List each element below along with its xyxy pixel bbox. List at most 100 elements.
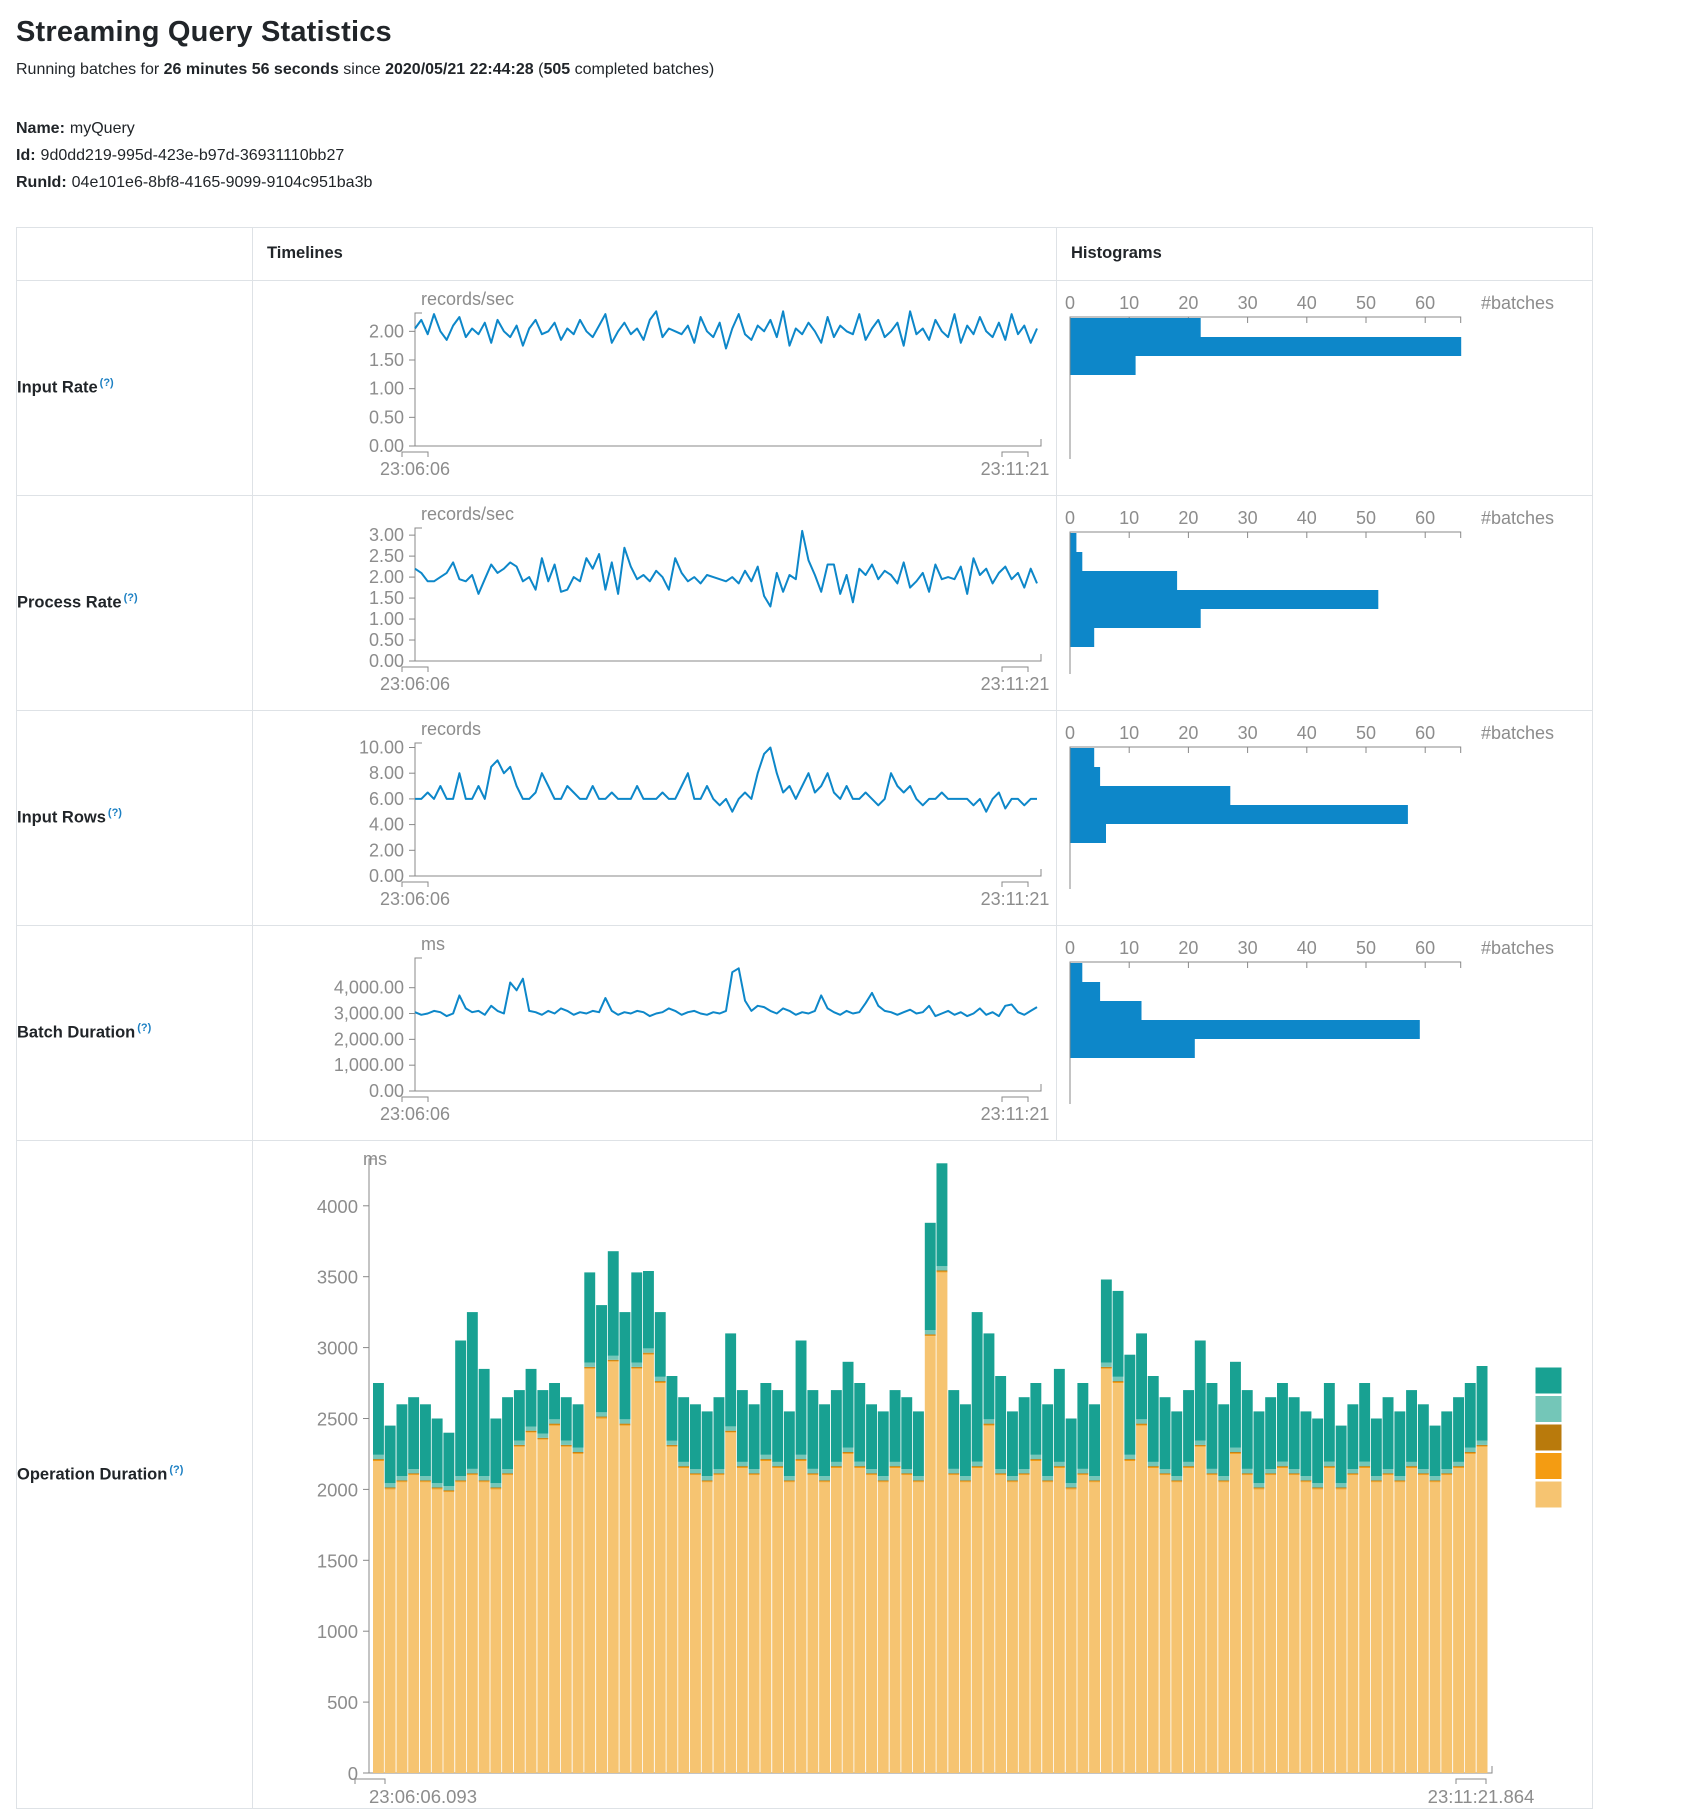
svg-text:10: 10 [1119, 293, 1139, 313]
batch-duration-histogram-chart: 0 10 20 30 40 50 60 #batches [1065, 938, 1554, 1105]
svg-text:30: 30 [1238, 293, 1258, 313]
svg-text:20: 20 [1178, 938, 1198, 958]
svg-text:10: 10 [1119, 508, 1139, 528]
input-rows-row: Input Rows (?) records 10.00 8.00 6.00 4.00 2.… [16, 709, 1593, 926]
svg-text:0.50: 0.50 [369, 407, 404, 427]
svg-text:1.00: 1.00 [369, 379, 404, 399]
running-batches-summary: Running batches for 26 minutes 56 second… [16, 61, 1693, 79]
svg-text:60: 60 [1415, 938, 1435, 958]
batch-duration-help-icon[interactable]: (?) [137, 1022, 152, 1035]
svg-text:3.00: 3.00 [369, 525, 404, 545]
svg-text:60: 60 [1415, 293, 1435, 313]
svg-text:23:11:21: 23:11:21 [981, 459, 1050, 479]
svg-text:#batches: #batches [1481, 508, 1554, 528]
timelines-column-header: Timelines [252, 226, 1057, 281]
svg-text:0.00: 0.00 [369, 866, 404, 886]
svg-text:40: 40 [1297, 508, 1317, 528]
svg-text:30: 30 [1238, 938, 1258, 958]
batch-duration-timeline-chart: ms 4,000.00 3,000.00 2,000.00 1,000.00 0.00 23… [334, 934, 1049, 1124]
svg-text:4,000.00: 4,000.00 [334, 978, 404, 998]
svg-text:2.00: 2.00 [369, 840, 404, 860]
svg-text:23:06:06: 23:06:06 [380, 674, 450, 694]
operation-duration-help-icon[interactable]: (?) [169, 1463, 184, 1476]
svg-text:2.00: 2.00 [369, 321, 404, 341]
svg-text:1000: 1000 [317, 1621, 358, 1642]
completed-batches-count: 505 [543, 61, 571, 78]
input-rate-label: Input Rate [17, 378, 98, 397]
empty-header-cell [16, 226, 253, 281]
svg-text:4.00: 4.00 [369, 815, 404, 835]
svg-text:0: 0 [348, 1763, 358, 1784]
summary-since: since [338, 61, 386, 78]
running-duration: 26 minutes 56 seconds [163, 61, 339, 78]
svg-text:0: 0 [1065, 508, 1075, 528]
svg-text:2500: 2500 [317, 1409, 358, 1430]
batch-duration-label: Batch Duration [17, 1023, 136, 1042]
svg-text:0.00: 0.00 [369, 436, 404, 456]
runid-label: RunId: [16, 174, 67, 192]
query-name-line: Name: myQuery [16, 115, 1693, 142]
svg-text:23:06:06: 23:06:06 [380, 889, 450, 909]
svg-text:3000: 3000 [317, 1338, 358, 1359]
input-rate-help-icon[interactable]: (?) [99, 377, 114, 390]
page-title: Streaming Query Statistics [16, 16, 392, 48]
table-header-row: Timelines Histograms [16, 226, 1593, 281]
process-rate-help-icon[interactable]: (?) [123, 592, 138, 605]
svg-text:1.50: 1.50 [369, 350, 404, 370]
svg-text:3,000.00: 3,000.00 [334, 1004, 404, 1024]
svg-text:4000: 4000 [317, 1196, 358, 1217]
svg-text:#batches: #batches [1481, 723, 1554, 743]
svg-text:10.00: 10.00 [359, 738, 404, 758]
input-rows-histogram-cell: 0 10 20 30 40 50 60 #batches [1056, 709, 1593, 926]
operation-duration-chart-cell: ms 4000 3500 3000 2500 2000 1500 1000 500 0 23:06:… [252, 1139, 1593, 1809]
operation-duration-row: Operation Duration (?) ms 4000 3500 3000 2500… [16, 1139, 1593, 1809]
input-rows-label: Input Rows [17, 808, 106, 827]
process-rate-label-cell: Process Rate (?) [16, 494, 253, 711]
process-rate-row: Process Rate (?) records/sec 3.00 2.50 2.00 1… [16, 494, 1593, 711]
svg-text:0: 0 [1065, 938, 1075, 958]
input-rows-label-cell: Input Rows (?) [16, 709, 253, 926]
svg-text:20: 20 [1178, 508, 1198, 528]
svg-text:0.00: 0.00 [369, 651, 404, 671]
svg-text:23:06:06: 23:06:06 [380, 1104, 450, 1124]
svg-text:2.00: 2.00 [369, 567, 404, 587]
query-id-line: Id: 9d0dd219-995d-423e-b97d-36931110bb27 [16, 142, 1693, 169]
input-rate-histogram-chart: 0 10 20 30 40 50 60 #batches [1065, 293, 1554, 460]
histograms-column-header: Histograms [1056, 226, 1593, 281]
start-timestamp: 2020/05/21 22:44:28 [385, 61, 534, 78]
svg-text:60: 60 [1415, 723, 1435, 743]
runid-value: 04e101e6-8bf8-4165-9099-9104c951ba3b [71, 174, 373, 192]
batch-duration-timeline-cell: ms 4,000.00 3,000.00 2,000.00 1,000.00 0.00 23… [252, 924, 1057, 1141]
svg-text:30: 30 [1238, 508, 1258, 528]
svg-text:3500: 3500 [317, 1267, 358, 1288]
input-rows-help-icon[interactable]: (?) [107, 807, 122, 820]
svg-text:23:06:06.093: 23:06:06.093 [369, 1786, 477, 1807]
operation-duration-stacked-chart: ms4000350030002500200015001000500023:06:… [317, 1149, 1563, 1807]
input-rate-timeline-cell: records/sec 2.00 1.50 1.00 0.50 0.00 23:06:06 2… [252, 279, 1057, 496]
summary-prefix: Running batches for [16, 61, 164, 78]
input-rate-histogram-cell: 0 10 20 30 40 50 60 #batches [1056, 279, 1593, 496]
svg-text:20: 20 [1178, 723, 1198, 743]
svg-text:#batches: #batches [1481, 293, 1554, 313]
svg-text:23:11:21.864: 23:11:21.864 [1428, 1786, 1535, 1807]
id-value: 9d0dd219-995d-423e-b97d-36931110bb27 [40, 147, 345, 165]
svg-text:1500: 1500 [317, 1550, 358, 1571]
svg-text:10: 10 [1119, 938, 1139, 958]
input-rate-label-cell: Input Rate (?) [16, 279, 253, 496]
svg-text:10: 10 [1119, 723, 1139, 743]
svg-text:records: records [421, 719, 481, 739]
svg-text:records/sec: records/sec [421, 504, 514, 524]
statistics-table: Timelines Histograms Input Rate (?) recor… [16, 226, 1593, 1809]
svg-text:1,000.00: 1,000.00 [334, 1055, 404, 1075]
summary-paren: ( [533, 61, 544, 78]
svg-text:50: 50 [1356, 293, 1376, 313]
svg-text:23:11:21: 23:11:21 [981, 674, 1050, 694]
svg-text:1.50: 1.50 [369, 588, 404, 608]
process-rate-histogram-cell: 0 10 20 30 40 50 60 #batches [1056, 494, 1593, 711]
id-label: Id: [16, 147, 36, 165]
batch-duration-label-cell: Batch Duration (?) [16, 924, 253, 1141]
process-rate-timeline-cell: records/sec 3.00 2.50 2.00 1.50 1.00 0.50 0.00 2… [252, 494, 1057, 711]
svg-text:6.00: 6.00 [369, 789, 404, 809]
svg-text:500: 500 [327, 1692, 358, 1713]
